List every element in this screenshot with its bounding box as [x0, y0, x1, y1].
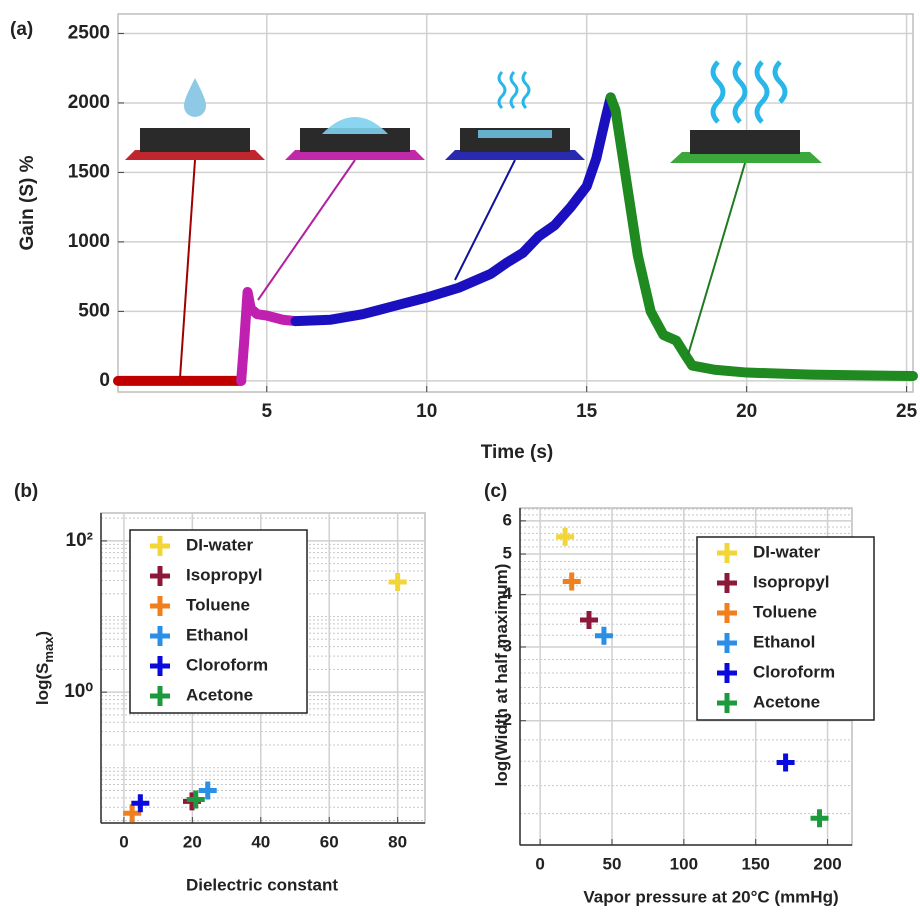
x-tick-label: 15 [576, 401, 598, 422]
y-axis-label: log(Width at half maximum) [492, 564, 511, 787]
legend-label: DI-water [186, 535, 253, 554]
point [388, 573, 407, 592]
point [123, 804, 142, 823]
x-tick-label: 0 [535, 854, 544, 873]
panel-label: (a) [10, 19, 33, 40]
y-tick-label: 1500 [68, 161, 110, 182]
x-tick-label: 60 [320, 832, 339, 851]
point [579, 610, 598, 629]
x-tick-label: 20 [183, 832, 202, 851]
legend-label: Toluene [186, 595, 250, 614]
legend-box [696, 536, 875, 721]
legend-marker [717, 573, 737, 593]
y-tick-label: 3 [503, 636, 512, 655]
legend-marker [150, 596, 170, 616]
legend-label: Isopropyl [186, 565, 263, 584]
x-tick-label: 50 [603, 854, 622, 873]
point [198, 781, 217, 800]
legend-label: Ethanol [186, 625, 248, 644]
legend-marker [717, 633, 737, 653]
legend-marker [717, 543, 737, 563]
point [131, 794, 150, 813]
legend-marker [150, 656, 170, 676]
legend-marker [150, 626, 170, 646]
point [562, 572, 581, 591]
legend-label: Isopropyl [753, 572, 830, 591]
x-tick-label: 80 [388, 832, 407, 851]
legend-marker [150, 566, 170, 586]
legend-marker [150, 686, 170, 706]
point [186, 790, 205, 809]
y-tick-label: 1000 [68, 231, 110, 252]
legend-label: Cloroform [753, 662, 835, 681]
legend-label: Toluene [753, 602, 817, 621]
y-tick-label: 2000 [68, 92, 110, 113]
y-axis-label-part: ) [33, 631, 52, 637]
y-tick-label: 4 [503, 584, 513, 603]
legend-label: Acetone [753, 692, 820, 711]
icon-drop [125, 78, 265, 379]
legend-label: Ethanol [753, 632, 815, 651]
y-tick-label: 10² [66, 530, 93, 551]
y-tick-label: 2500 [68, 22, 110, 43]
legend-box [129, 529, 308, 714]
x-tick-label: 40 [251, 832, 270, 851]
y-tick-label: 5 [503, 544, 512, 563]
y-axis-label-part: log(S [33, 663, 52, 706]
y-tick-label: 2 [503, 710, 512, 729]
y-axis-label-part: log(Width at half maximum) [492, 564, 511, 787]
y-tick-label: 0 [99, 370, 110, 391]
line-series [605, 92, 918, 382]
point [810, 809, 829, 828]
line-series [236, 286, 301, 386]
x-tick-label: 0 [119, 832, 128, 851]
x-tick-label: 100 [670, 854, 698, 873]
legend-marker [717, 663, 737, 683]
y-tick-label: 10⁰ [64, 681, 93, 702]
point [594, 626, 613, 645]
legend-label: Cloroform [186, 655, 268, 674]
panel-label: (c) [484, 481, 507, 502]
x-axis-label: Time (s) [481, 442, 554, 463]
x-axis-label: Vapor pressure at 20°C (mmHg) [583, 887, 838, 906]
y-tick-label: 500 [78, 300, 110, 321]
legend-marker [150, 536, 170, 556]
point [556, 527, 575, 546]
x-tick-label: 20 [736, 401, 757, 422]
panel-label: (b) [14, 481, 38, 502]
legend-label: Acetone [186, 685, 253, 704]
legend-marker [717, 603, 737, 623]
x-tick-label: 10 [416, 401, 437, 422]
x-axis-label: Dielectric constant [186, 875, 338, 894]
legend-marker [717, 693, 737, 713]
illustrations [125, 60, 822, 379]
icon-vapor [670, 60, 822, 356]
plot-frame [117, 13, 914, 393]
y-axis-label: log(Smax) [33, 631, 56, 705]
y-axis-label: Gain (S) % [17, 155, 38, 250]
x-tick-label: 200 [813, 854, 841, 873]
icon-evaporation [445, 70, 585, 281]
icon-dome [257, 117, 425, 301]
line-series [290, 92, 616, 327]
legend-label: DI-water [753, 542, 820, 561]
y-tick-label: 6 [503, 510, 512, 529]
x-tick-label: 25 [896, 401, 918, 422]
x-tick-label: 150 [742, 854, 770, 873]
x-tick-label: 5 [261, 401, 272, 422]
y-axis-label-part: max [41, 636, 56, 663]
point [776, 753, 795, 772]
